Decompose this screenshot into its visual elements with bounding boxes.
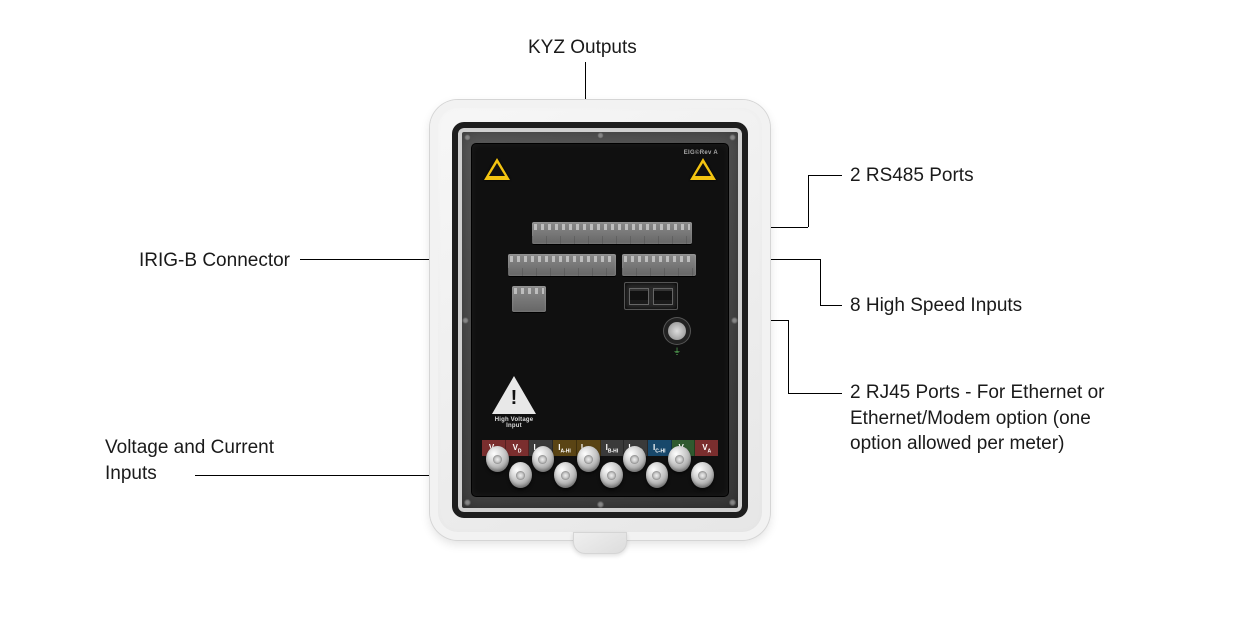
device-enclosure: EIG©Rev A ⏚: [430, 100, 770, 540]
high-voltage-warning: High Voltage Input: [486, 376, 542, 430]
label-high-speed-inputs: 8 High Speed Inputs: [850, 293, 1022, 319]
power-in-connector[interactable]: [512, 286, 546, 312]
arrow-hispeed-h1: [820, 305, 842, 306]
rj45-port-block[interactable]: [624, 282, 678, 310]
gasket-screw: [729, 499, 736, 506]
arrow-rj45-v: [788, 320, 789, 393]
arrow-rs485-h1: [808, 175, 842, 176]
warning-icon: [484, 158, 510, 180]
arrow-hispeed-v: [820, 259, 821, 305]
label-rs485-ports: 2 RS485 Ports: [850, 163, 974, 189]
gasket-screw: [731, 317, 738, 324]
label-kyz-outputs: KYZ Outputs: [528, 35, 637, 61]
label-irigb-connector: IRIG-B Connector: [130, 248, 290, 274]
terminal-stud[interactable]: [577, 446, 600, 472]
device-gasket: EIG©Rev A ⏚: [452, 122, 748, 518]
pcb-revision-label: EIG©Rev A: [684, 150, 718, 156]
label-voltage-current-inputs: Voltage and Current Inputs: [105, 435, 305, 486]
gasket-screw: [462, 317, 469, 324]
gasket-screw: [464, 134, 471, 141]
terminal-stud-row-upper: [484, 446, 716, 472]
arrow-rs485-v: [808, 175, 809, 227]
terminal-stud[interactable]: [668, 446, 691, 472]
irigb-com-connector[interactable]: [508, 254, 616, 276]
arrow-rj45-h1: [788, 393, 842, 394]
terminal-stud[interactable]: [623, 446, 646, 472]
gasket-screw: [597, 132, 604, 139]
arrow-vci-line: [195, 475, 465, 476]
high-speed-input-connector[interactable]: [622, 254, 696, 276]
device-faceplate: EIG©Rev A ⏚: [472, 144, 728, 496]
gasket-screw: [729, 134, 736, 141]
gasket-screw: [597, 501, 604, 508]
high-voltage-label: High Voltage Input: [486, 417, 542, 430]
kyz-output-connector[interactable]: [532, 222, 692, 244]
warning-icon: [690, 158, 716, 180]
ground-icon: ⏚: [664, 346, 690, 357]
label-rj45-ports: 2 RJ45 Ports - For Ethernet or Ethernet/…: [850, 380, 1120, 457]
terminal-stud[interactable]: [486, 446, 509, 472]
terminal-stud[interactable]: [532, 446, 555, 472]
ground-post: [668, 322, 686, 340]
gasket-screw: [464, 499, 471, 506]
